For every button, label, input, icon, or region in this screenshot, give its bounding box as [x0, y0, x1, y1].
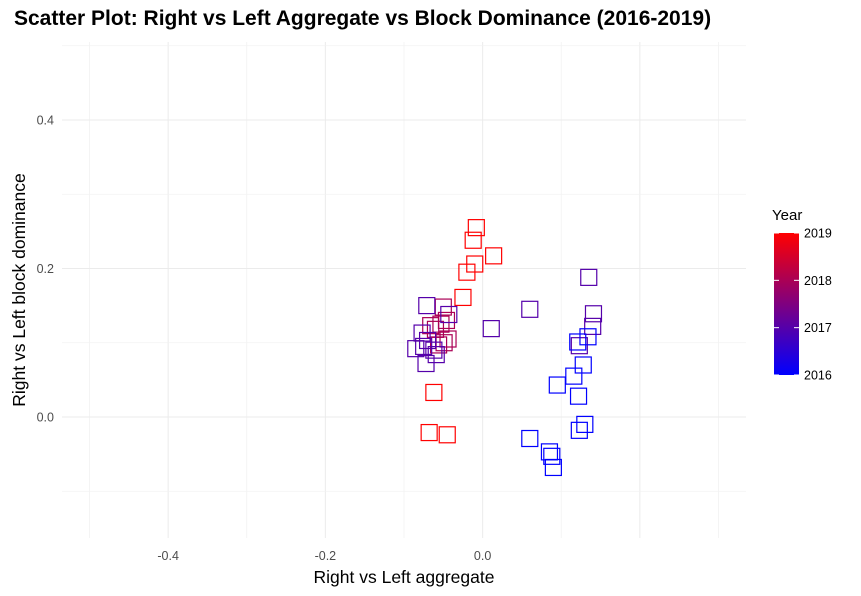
data-point: [482, 320, 500, 338]
data-point: [425, 383, 443, 402]
x-tick-label: -0.4: [157, 549, 179, 563]
data-points: [407, 219, 603, 477]
data-point: [438, 426, 456, 444]
data-point: [440, 305, 458, 324]
legend-tick-label: 2017: [804, 321, 832, 335]
legend-tick-label: 2016: [804, 369, 832, 383]
x-tick-label: -0.2: [315, 549, 337, 563]
legend-tick-label: 2019: [804, 227, 832, 241]
x-axis-title: Right vs Left aggregate: [314, 567, 495, 587]
data-point: [570, 337, 588, 355]
data-point: [569, 387, 588, 405]
data-point: [580, 268, 598, 286]
year-colorbar: [774, 233, 799, 375]
data-point: [454, 288, 472, 307]
data-point: [574, 356, 592, 374]
y-axis-title: Right vs Left block dominance: [9, 173, 29, 406]
data-point: [569, 333, 587, 351]
data-point: [427, 345, 445, 364]
data-point: [570, 421, 588, 439]
year-legend: Year 2016 2017 2018 2019: [772, 207, 832, 383]
data-point: [407, 340, 425, 358]
data-point: [467, 219, 485, 237]
data-point: [485, 247, 503, 265]
data-point: [565, 367, 583, 385]
y-axis-ticks: 0.0 0.2 0.4: [37, 113, 54, 424]
data-point: [464, 231, 482, 249]
y-tick-label: 0.0: [37, 410, 54, 424]
data-point: [429, 336, 448, 354]
data-point: [458, 263, 476, 281]
y-tick-label: 0.4: [37, 113, 54, 127]
grid-lines: [62, 42, 746, 538]
data-point: [420, 423, 438, 442]
data-point: [439, 330, 457, 348]
data-point: [579, 328, 597, 346]
y-tick-label: 0.2: [37, 262, 54, 276]
data-point: [521, 300, 539, 318]
chart-title: Scatter Plot: Right vs Left Aggregate vs…: [14, 7, 712, 30]
data-point: [576, 415, 594, 433]
data-point: [584, 317, 602, 335]
data-point: [584, 305, 603, 323]
legend-title: Year: [772, 207, 802, 224]
data-point: [543, 447, 561, 465]
legend-tick-label: 2018: [804, 274, 832, 288]
data-point: [418, 296, 436, 315]
x-tick-label: 0.0: [474, 549, 491, 563]
legend-ticks: 2016 2017 2018 2019: [774, 227, 832, 383]
x-axis-ticks: -0.4 -0.2 0.0: [157, 549, 491, 563]
data-point: [417, 354, 435, 373]
data-point: [548, 376, 566, 394]
data-point: [544, 458, 562, 477]
data-point: [521, 429, 539, 448]
